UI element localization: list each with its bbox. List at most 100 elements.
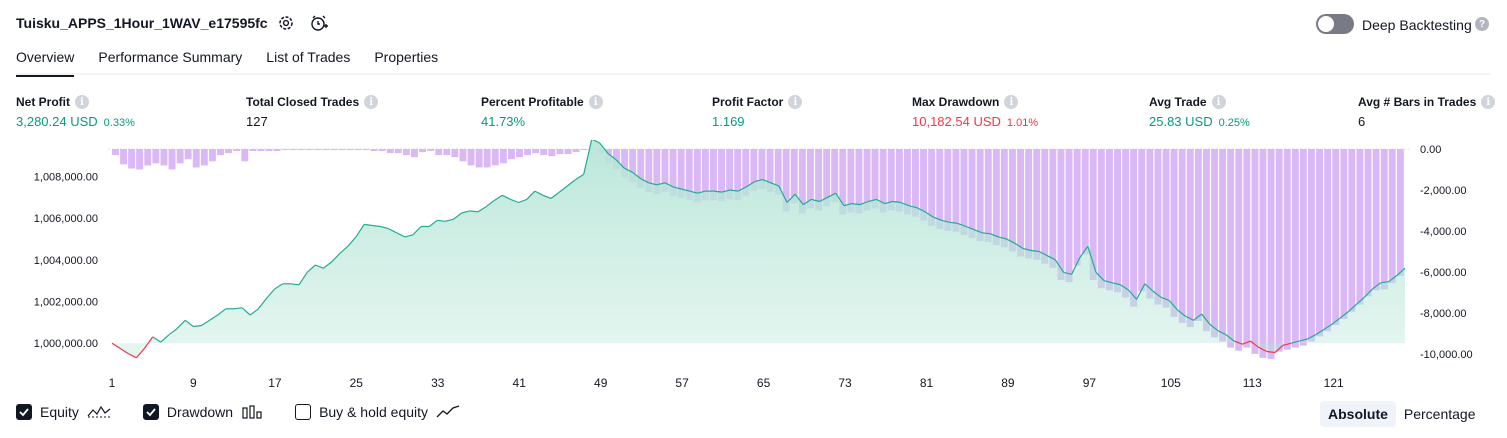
equity-line-segment — [135, 348, 145, 359]
tabs-divider — [16, 73, 1491, 75]
settings-gear-icon[interactable] — [276, 13, 296, 33]
drawdown-bar — [1299, 149, 1307, 346]
equity-line-segment — [1307, 334, 1316, 340]
help-icon[interactable]: ? — [1475, 17, 1489, 31]
drawdown-bar — [734, 149, 742, 201]
equity-line-segment — [290, 283, 300, 286]
drawdown-bar — [556, 149, 564, 155]
info-icon[interactable]: i — [588, 95, 603, 109]
equity-line-segment — [900, 201, 910, 207]
drawdown-bar — [944, 149, 952, 231]
info-icon[interactable]: i — [364, 95, 379, 109]
equity-line-segment — [1355, 296, 1365, 306]
legend-buy-hold-equity[interactable]: Buy & hold equity — [295, 404, 460, 420]
equity-line-segment — [1120, 284, 1129, 291]
equity-line-segment — [575, 173, 585, 181]
drawdown-checkbox[interactable] — [142, 404, 159, 420]
drawdown-bar — [1372, 149, 1380, 291]
buy-hold-checkbox[interactable] — [295, 404, 312, 420]
equity-line-segment — [217, 308, 227, 316]
equity-checkbox[interactable] — [16, 404, 32, 420]
drawdown-bar — [451, 149, 459, 158]
drawdown-tick-label: -6,000.00 — [1420, 267, 1466, 279]
drawdown-bar — [580, 149, 588, 150]
equity-line-segment — [1291, 340, 1300, 344]
equity-line-segment — [697, 190, 706, 194]
tab-properties[interactable]: Properties — [374, 49, 439, 65]
equity-line-segment — [1071, 257, 1081, 275]
legend-equity[interactable]: Equity — [16, 404, 111, 420]
drawdown-bar — [1017, 149, 1024, 257]
equity-line-segment — [339, 245, 349, 255]
drawdown-bar — [1340, 149, 1348, 319]
drawdown-bar — [225, 149, 232, 154]
equity-tick-label: 1,008,000.00 — [34, 172, 98, 184]
trade-tick-label: 17 — [268, 376, 282, 390]
equity-line-segment — [827, 192, 837, 198]
info-icon[interactable]: i — [1211, 95, 1226, 109]
drawdown-bar — [677, 149, 685, 199]
drawdown-bar — [928, 149, 936, 226]
equity-line-segment — [1193, 313, 1203, 321]
equity-line-segment — [485, 200, 495, 208]
equity-line-segment — [778, 185, 788, 203]
equity-line-segment — [1038, 250, 1048, 257]
info-icon[interactable]: i — [75, 95, 89, 109]
drawdown-bar — [192, 149, 200, 168]
drawdown-bar — [1073, 149, 1081, 266]
drawdown-bar — [120, 149, 127, 165]
drawdown-tick-label: 0.00 — [1420, 144, 1441, 156]
drawdown-bar — [1364, 149, 1372, 297]
drawdown-bar — [532, 149, 540, 154]
equity-tick-label: 1,004,000.00 — [34, 255, 98, 267]
equity-line-segment — [193, 324, 202, 328]
equity-drawdown-chart[interactable]: 1,000,000.00 1,002,000.00 1,004,000.00 1,00… — [0, 140, 1507, 395]
drawdown-bar — [297, 149, 305, 150]
drawdown-bar — [1356, 149, 1364, 305]
equity-line-segment — [689, 190, 698, 194]
drawdown-tick-label: -8,000.00 — [1420, 308, 1466, 320]
equity-line-segment — [1274, 344, 1284, 353]
deep-backtesting-toggle[interactable] — [1316, 14, 1354, 34]
equity-line-segment — [315, 264, 324, 269]
info-icon[interactable]: i — [1481, 95, 1496, 109]
drawdown-bar — [1380, 149, 1388, 290]
equity-line-segment — [119, 347, 129, 355]
drawdown-bar — [904, 149, 911, 215]
drawdown-bar — [330, 149, 338, 150]
drawdown-bar — [1348, 149, 1356, 312]
drawdown-bar — [1106, 149, 1113, 291]
equity-line-segment — [510, 198, 519, 204]
tab-performance-summary[interactable]: Performance Summary — [98, 49, 243, 65]
drawdown-bar — [314, 149, 321, 150]
equity-line-segment — [1372, 282, 1381, 290]
trade-tick-label: 25 — [350, 376, 364, 390]
drawdown-bar — [508, 149, 515, 160]
info-icon[interactable]: i — [788, 95, 803, 109]
drawdown-bar — [289, 149, 297, 150]
tab-list-of-trades[interactable]: List of Trades — [266, 49, 351, 65]
metric-label: Total Closed Trades — [246, 95, 360, 109]
drawdown-tick-label: -10,000.00 — [1420, 349, 1473, 361]
percentage-option[interactable]: Percentage — [1403, 406, 1476, 422]
equity-line-segment — [241, 307, 251, 316]
drawdown-bar — [184, 149, 192, 160]
info-icon[interactable]: i — [1004, 95, 1019, 109]
drawdown-bar — [419, 149, 426, 153]
drawdown-bar — [750, 149, 758, 191]
tab-overview[interactable]: Overview — [16, 49, 75, 77]
trade-tick-label: 73 — [838, 376, 852, 390]
absolute-option[interactable]: Absolute — [1320, 401, 1396, 427]
drawdown-bar — [540, 149, 548, 156]
equity-line-segment — [469, 210, 478, 213]
drawdown-bar — [459, 149, 467, 162]
equity-line-segment — [941, 219, 950, 223]
legend-drawdown[interactable]: Drawdown — [142, 404, 263, 420]
drawdown-bar — [394, 149, 402, 154]
trade-tick-label: 41 — [513, 376, 527, 390]
drawdown-bar — [863, 149, 871, 211]
equity-line-segment — [624, 167, 633, 173]
equity-line-segment — [364, 223, 373, 227]
equity-axis: 1,000,000.00 1,002,000.00 1,004,000.00 1,00… — [34, 172, 98, 351]
add-alert-clock-icon[interactable] — [309, 13, 329, 33]
